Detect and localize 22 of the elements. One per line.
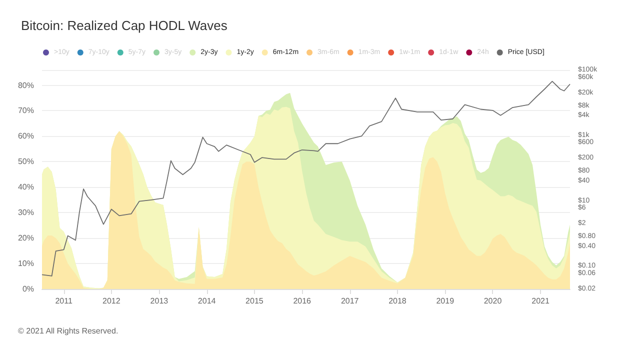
x-tick-label: 2015 <box>246 296 264 306</box>
y-tick-label: 20% <box>18 234 34 243</box>
y-tick-label: 50% <box>18 157 34 166</box>
y-tick-label: 30% <box>18 208 34 218</box>
x-tick-label: 2012 <box>102 296 121 306</box>
chart-title: Bitcoin: Realized Cap HODL Waves <box>21 18 228 33</box>
y-tick-label: 60% <box>18 132 34 141</box>
x-tick-label: 2018 <box>388 296 407 306</box>
y-tick-label: 40% <box>18 182 34 192</box>
y-tick-label: 0% <box>22 284 34 294</box>
y-tick-label: 10% <box>18 259 34 268</box>
x-tick-label: 2016 <box>293 296 312 306</box>
x-tick-label: 2021 <box>532 296 550 306</box>
x-tick-label: 2011 <box>55 296 73 306</box>
y-tick-label: 70% <box>18 106 34 116</box>
x-tick-label: 2014 <box>198 296 216 306</box>
text: © 2021 All Rights Reserved. <box>18 326 118 336</box>
x-tick-label: 2017 <box>340 296 360 306</box>
y-tick-label: 80% <box>18 80 34 90</box>
x-tick-label: 2019 <box>436 296 455 306</box>
x-tick-label: 2013 <box>150 296 169 306</box>
x-tick-label: 2020 <box>484 296 502 306</box>
